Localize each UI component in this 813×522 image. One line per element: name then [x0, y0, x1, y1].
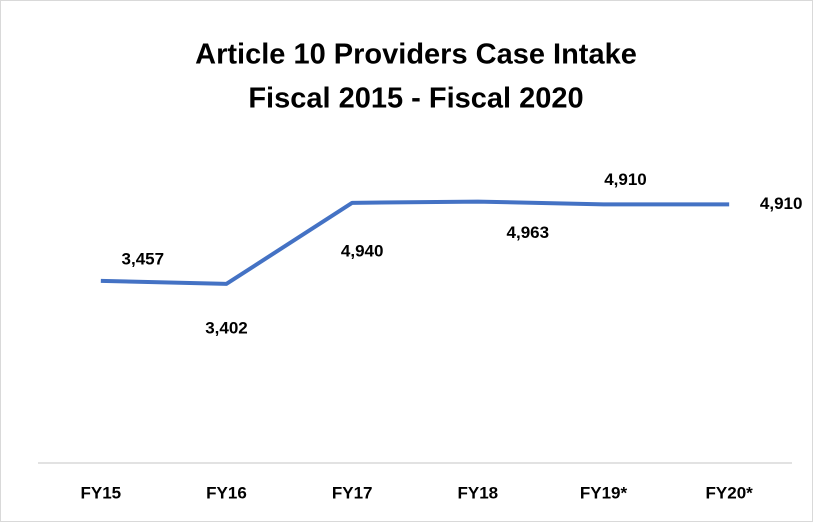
x-tick-label: FY18 [458, 483, 499, 502]
chart-title: Article 10 Providers Case Intake [195, 39, 637, 71]
data-label: 4,910 [760, 194, 803, 213]
x-tick-label: FY19* [580, 483, 628, 502]
data-label: 4,940 [341, 241, 384, 260]
line [100, 199, 730, 286]
data-label: 3,457 [122, 249, 165, 268]
x-tick-label: FY20* [706, 483, 754, 502]
x-tick-label: FY17 [332, 483, 373, 502]
data-label: 4,963 [507, 223, 550, 242]
data-label: 3,402 [205, 318, 248, 337]
x-tick-label: FY15 [81, 483, 122, 502]
chart-subtitle: Fiscal 2015 - Fiscal 2020 [248, 83, 583, 115]
data-label: 4,910 [604, 170, 647, 189]
x-tick-label: FY16 [206, 483, 247, 502]
